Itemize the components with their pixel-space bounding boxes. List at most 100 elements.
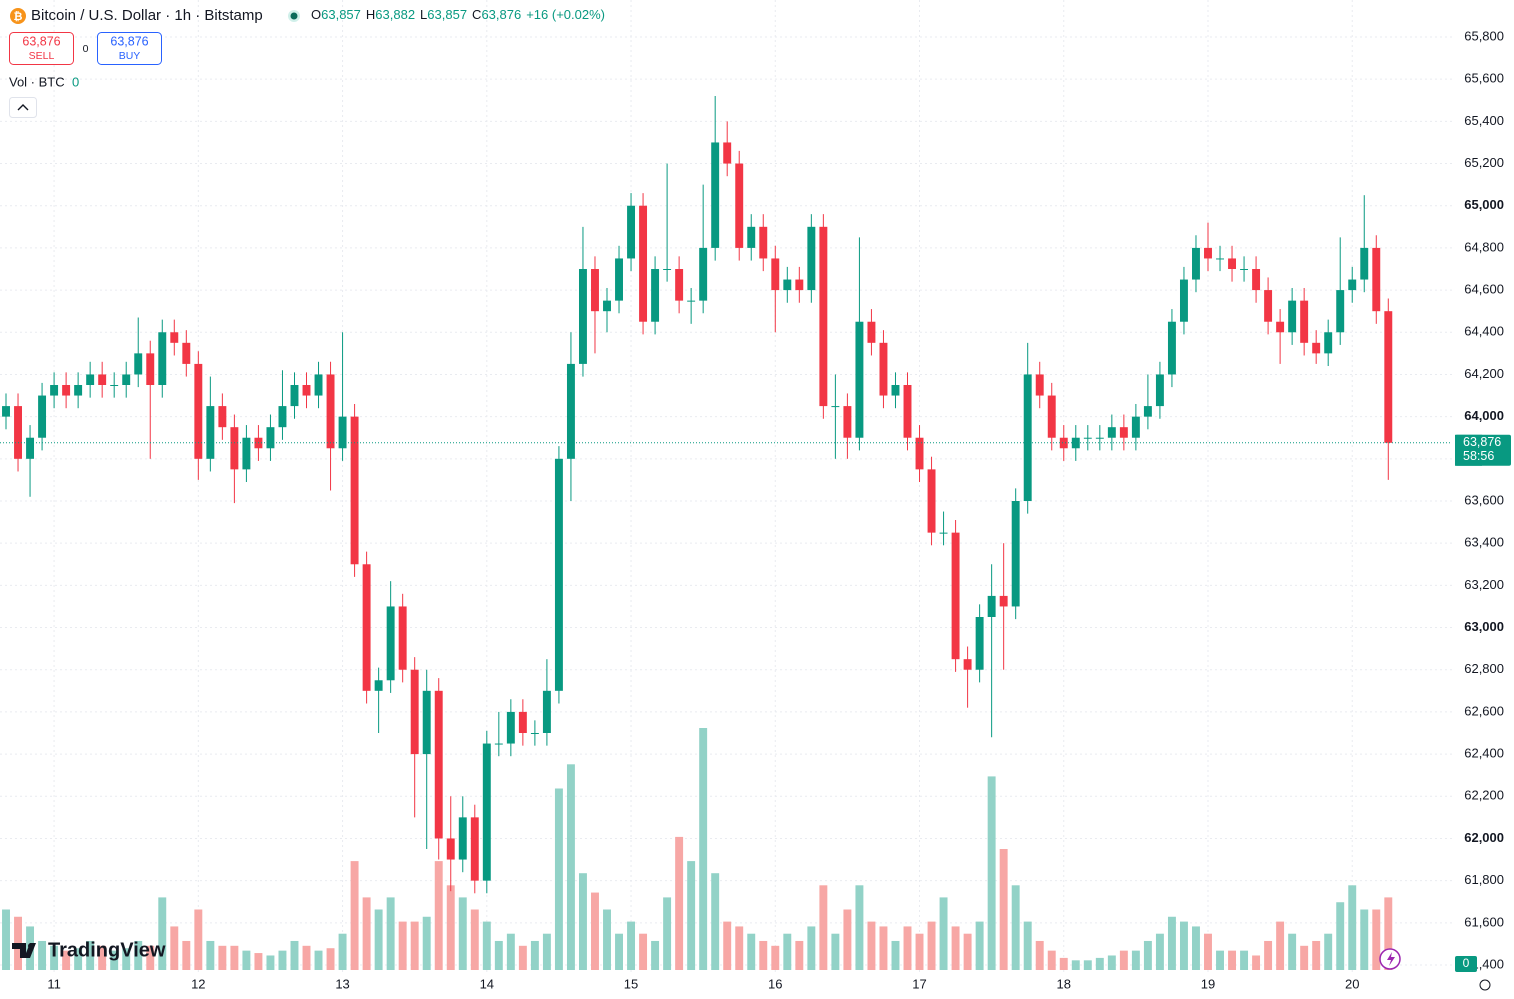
sell-label: SELL xyxy=(29,50,55,62)
candle-body xyxy=(470,817,479,881)
volume-bar xyxy=(1204,933,1212,970)
candle-body xyxy=(639,205,648,322)
volume-bar xyxy=(134,940,143,970)
candle-body xyxy=(1252,269,1261,291)
volume-bar xyxy=(530,940,539,970)
candle-body xyxy=(146,353,155,385)
volume-bar xyxy=(1107,955,1116,970)
volume-bar xyxy=(891,940,900,970)
candle-body xyxy=(506,711,515,744)
candle-body xyxy=(1228,258,1237,269)
candle-body xyxy=(1360,247,1369,280)
candle-body xyxy=(314,374,323,396)
candle-body xyxy=(38,395,47,438)
volume-bar xyxy=(62,950,71,970)
candle-body xyxy=(206,406,215,459)
volume-bar xyxy=(410,921,419,970)
spread: 0 xyxy=(83,43,89,55)
volume-bar xyxy=(1059,957,1068,970)
y-tick-label: 63,000 xyxy=(1464,619,1504,634)
volume-bar xyxy=(1119,950,1128,970)
candle-body xyxy=(326,374,335,449)
volume-bar xyxy=(879,926,888,970)
candle-body xyxy=(939,532,948,534)
volume-bar xyxy=(1131,950,1140,970)
volume-bar xyxy=(627,921,636,970)
volume-bar xyxy=(1264,940,1273,970)
volume-bar xyxy=(350,861,359,970)
volume-bar xyxy=(362,897,371,970)
candle-body xyxy=(494,743,503,745)
low-value: 63,857 xyxy=(427,7,467,22)
volume-bar xyxy=(374,909,383,970)
candle-body xyxy=(1300,300,1309,343)
candle-body xyxy=(530,733,539,734)
close-value: 63,876 xyxy=(481,7,521,22)
y-tick-label: 62,800 xyxy=(1464,661,1504,676)
candle-body xyxy=(711,142,720,248)
candle-body xyxy=(1276,321,1285,333)
volume-title: Vol · BTC xyxy=(9,74,65,89)
settings-icon[interactable] xyxy=(1479,979,1491,991)
candle-body xyxy=(615,258,623,301)
symbol-title: Bitcoin / U.S. Dollar · 1h · Bitstamp xyxy=(31,7,263,24)
assistant-icon xyxy=(1387,952,1395,966)
candle-body xyxy=(278,406,287,428)
candle-body xyxy=(218,406,227,428)
volume-bar xyxy=(855,885,864,970)
volume-bar xyxy=(1336,902,1345,970)
volume-bar xyxy=(831,933,840,970)
volume-bar xyxy=(1192,926,1200,970)
y-tick-label: 62,000 xyxy=(1464,830,1504,845)
x-tick-label: 18 xyxy=(1057,976,1071,991)
volume-bar xyxy=(987,776,996,970)
volume-bar xyxy=(302,945,311,970)
candle-body xyxy=(1336,290,1345,333)
y-tick-label: 62,200 xyxy=(1464,788,1504,803)
candle-body xyxy=(98,374,107,385)
candle-body xyxy=(687,300,696,302)
candle-body xyxy=(723,142,732,164)
volume-bar xyxy=(566,764,575,970)
volume-bar xyxy=(182,940,191,970)
buy-button[interactable] xyxy=(97,32,162,65)
x-tick-label: 13 xyxy=(335,976,349,991)
y-tick-label: 64,200 xyxy=(1464,366,1504,381)
volume-bar xyxy=(735,926,744,970)
candle-body xyxy=(987,595,996,617)
volume-bar xyxy=(1300,945,1309,970)
candle-body xyxy=(855,321,864,438)
close-label: C xyxy=(472,7,481,22)
volume-bar xyxy=(603,909,611,970)
candle-body xyxy=(651,269,660,322)
candle-body xyxy=(2,406,10,417)
y-tick-label: 65,600 xyxy=(1464,71,1504,86)
candle-layer xyxy=(2,96,1393,894)
candle-body xyxy=(879,342,888,396)
volume-bar xyxy=(386,897,395,970)
candle-body xyxy=(831,406,840,408)
y-tick-label: 64,000 xyxy=(1464,408,1504,423)
candle-body xyxy=(182,342,191,364)
candle-body xyxy=(266,427,275,449)
volume-bar xyxy=(1143,940,1152,970)
volume-bar xyxy=(398,921,407,970)
candle-body xyxy=(867,321,876,343)
buy-price: 63,876 xyxy=(110,34,148,48)
candle-body xyxy=(1095,437,1104,439)
y-tick-label: 61,800 xyxy=(1464,872,1504,887)
candle-body xyxy=(242,437,251,470)
volume-bar xyxy=(230,945,239,970)
candle-body xyxy=(1288,300,1297,333)
collapse-button[interactable] xyxy=(9,97,37,118)
x-tick-label: 19 xyxy=(1201,976,1215,991)
volume-bar xyxy=(1288,933,1297,970)
volume-bar xyxy=(591,892,599,970)
candle-body xyxy=(350,416,359,565)
candle-body xyxy=(1131,416,1140,438)
candle-body xyxy=(362,564,371,691)
sell-button[interactable] xyxy=(9,32,74,65)
candle-body xyxy=(578,269,587,364)
candle-body xyxy=(554,458,563,691)
